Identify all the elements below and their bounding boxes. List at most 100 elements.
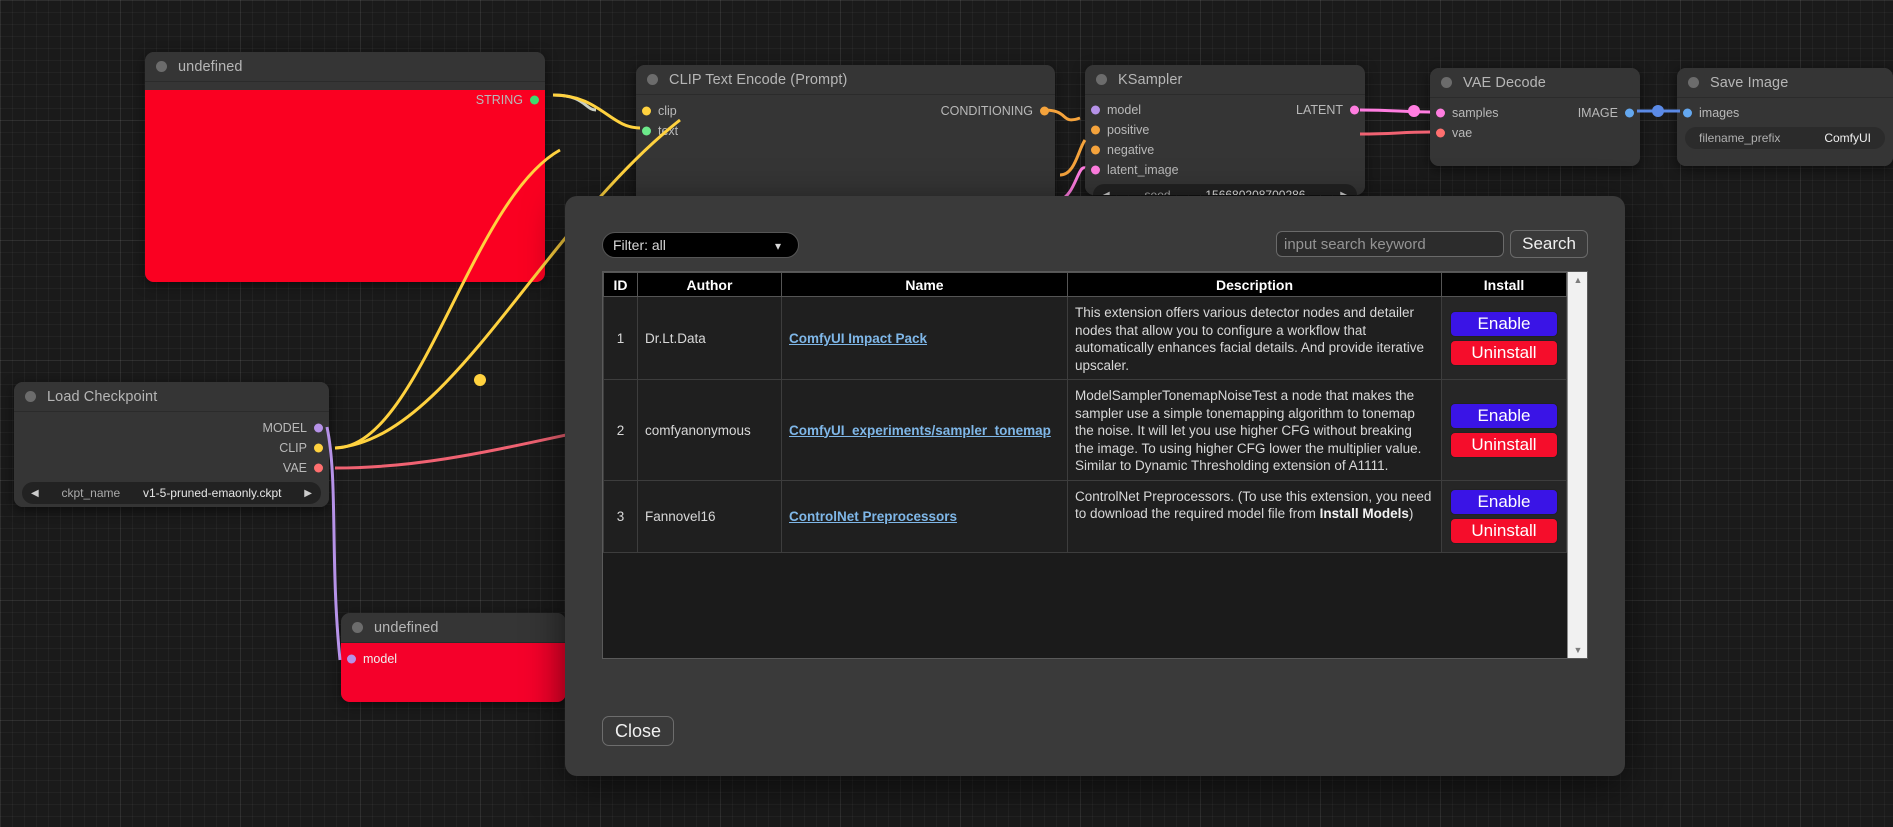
node-output-model[interactable]: MODEL xyxy=(14,418,329,438)
node-input-clip[interactable]: clip xyxy=(636,101,1055,121)
search-button[interactable]: Search xyxy=(1510,230,1588,258)
slot-label: positive xyxy=(1107,123,1150,137)
node-title-bar: undefined xyxy=(341,613,566,643)
port-model[interactable] xyxy=(314,423,323,433)
extension-link[interactable]: ComfyUI_experiments/sampler_tonemap xyxy=(789,422,1051,438)
node-collapse-icon[interactable] xyxy=(25,391,36,402)
node-title-bar: KSampler xyxy=(1085,65,1365,95)
col-header-author: Author xyxy=(637,272,782,297)
widget-label: ckpt_name xyxy=(61,486,121,500)
node-input-text[interactable]: text xyxy=(636,121,1055,141)
col-header-description: Description xyxy=(1067,272,1442,297)
port-model[interactable] xyxy=(347,654,356,664)
enable-button[interactable]: Enable xyxy=(1450,488,1558,515)
filter-select[interactable]: Filter: all Filter: installed Filter: no… xyxy=(602,232,799,258)
port-samples[interactable] xyxy=(1436,108,1445,118)
decrement-icon[interactable]: ◀ xyxy=(1102,189,1110,196)
node-input-vae[interactable]: vae xyxy=(1430,123,1640,143)
widget-label: filename_prefix xyxy=(1699,131,1781,145)
node-input-images[interactable]: images xyxy=(1677,103,1893,123)
description-text-bold: Install Models xyxy=(1319,506,1409,522)
slot-label: negative xyxy=(1107,143,1155,157)
widget-ckpt-name[interactable]: ◀ ckpt_name v1-5-pruned-emaonly.ckpt ▶ xyxy=(22,482,321,504)
node-body: MODEL CLIP VAE ◀ ckpt_name v1-5-pruned-e… xyxy=(14,412,329,507)
node-input-negative[interactable]: negative xyxy=(1085,140,1365,160)
port-image[interactable] xyxy=(1625,108,1634,118)
port-text[interactable] xyxy=(642,126,651,136)
port-clip[interactable] xyxy=(642,106,651,116)
dialog-toolbar: Filter: all Filter: installed Filter: no… xyxy=(602,230,1588,266)
node-body: samples vae IMAGE xyxy=(1430,98,1640,166)
node-save-image[interactable]: Save Image images filename_prefix ComfyU… xyxy=(1677,68,1893,166)
node-collapse-icon[interactable] xyxy=(1688,77,1699,88)
widget-filename-prefix[interactable]: filename_prefix ComfyUI xyxy=(1685,127,1885,149)
port-latent[interactable] xyxy=(1350,105,1359,115)
node-load-checkpoint[interactable]: Load Checkpoint MODEL CLIP VAE ◀ ckpt_na… xyxy=(14,382,329,507)
port-string[interactable] xyxy=(530,95,539,105)
node-collapse-icon[interactable] xyxy=(156,61,167,72)
uninstall-button[interactable]: Uninstall xyxy=(1450,339,1558,366)
slot-label: samples xyxy=(1452,106,1499,120)
enable-button[interactable]: Enable xyxy=(1450,402,1558,429)
extension-table: ID Author Name Description Install 1 Dr.… xyxy=(603,272,1567,553)
widget-value: v1-5-pruned-emaonly.ckpt xyxy=(142,486,282,500)
port-clip[interactable] xyxy=(314,443,323,453)
node-input-latent-image[interactable]: latent_image xyxy=(1085,160,1365,180)
port-positive[interactable] xyxy=(1091,125,1100,135)
node-output-vae[interactable]: VAE xyxy=(14,458,329,478)
port-vae[interactable] xyxy=(314,463,323,473)
node-output-conditioning[interactable]: CONDITIONING xyxy=(636,101,1055,121)
slot-label: CONDITIONING xyxy=(940,104,1033,118)
node-input-model[interactable]: model xyxy=(1085,100,1365,120)
node-output-string[interactable]: STRING xyxy=(145,90,545,110)
node-undefined-model[interactable]: undefined model xyxy=(341,613,566,702)
enable-button[interactable]: Enable xyxy=(1450,310,1558,337)
widget-seed[interactable]: ◀ seed 156680208700286 ▶ xyxy=(1093,184,1357,195)
widget-label: seed xyxy=(1144,188,1171,195)
extension-table-scroll-area[interactable]: ID Author Name Description Install 1 Dr.… xyxy=(603,272,1567,658)
uninstall-button[interactable]: Uninstall xyxy=(1450,517,1558,544)
decrement-icon[interactable]: ◀ xyxy=(31,487,39,499)
port-model[interactable] xyxy=(1091,105,1100,115)
node-collapse-icon[interactable] xyxy=(352,622,363,633)
node-collapse-icon[interactable] xyxy=(1096,74,1107,85)
node-ksampler[interactable]: KSampler model positive negative latent_… xyxy=(1085,65,1365,195)
description-text-pre: ControlNet Preprocessors. (To use this e… xyxy=(1075,488,1432,522)
node-title-text: VAE Decode xyxy=(1463,74,1546,91)
node-body: images filename_prefix ComfyUI xyxy=(1677,98,1893,166)
table-scrollbar[interactable]: ▲ ▼ xyxy=(1567,272,1587,658)
node-output-latent[interactable]: LATENT xyxy=(1085,100,1365,120)
node-title-bar: undefined xyxy=(145,52,545,82)
node-input-model[interactable]: model xyxy=(341,649,566,669)
node-collapse-icon[interactable] xyxy=(647,74,658,85)
extension-table-container: ID Author Name Description Install 1 Dr.… xyxy=(602,271,1588,659)
port-vae[interactable] xyxy=(1436,128,1445,138)
close-button[interactable]: Close xyxy=(602,716,675,746)
port-conditioning[interactable] xyxy=(1040,106,1049,116)
node-title-text: undefined xyxy=(178,58,243,75)
increment-icon[interactable]: ▶ xyxy=(304,487,312,499)
slot-label: images xyxy=(1699,106,1740,120)
increment-icon[interactable]: ▶ xyxy=(1340,189,1348,196)
scroll-down-icon[interactable]: ▼ xyxy=(1573,645,1583,655)
port-negative[interactable] xyxy=(1091,145,1100,155)
node-input-samples[interactable]: samples xyxy=(1430,103,1640,123)
node-vae-decode[interactable]: VAE Decode samples vae IMAGE xyxy=(1430,68,1640,166)
slot-label: text xyxy=(658,124,679,138)
node-output-clip[interactable]: CLIP xyxy=(14,438,329,458)
widget-value: ComfyUI xyxy=(1824,131,1871,145)
port-images[interactable] xyxy=(1683,108,1692,118)
port-latent-image[interactable] xyxy=(1091,165,1100,175)
node-output-image[interactable]: IMAGE xyxy=(1430,103,1640,123)
table-header-row: ID Author Name Description Install xyxy=(603,272,1567,297)
cell-name: ComfyUI_experiments/sampler_tonemap xyxy=(781,379,1068,481)
uninstall-button[interactable]: Uninstall xyxy=(1450,431,1558,458)
extension-link[interactable]: ComfyUI Impact Pack xyxy=(789,330,928,346)
node-input-positive[interactable]: positive xyxy=(1085,120,1365,140)
node-collapse-icon[interactable] xyxy=(1441,77,1452,88)
scroll-up-icon[interactable]: ▲ xyxy=(1573,275,1583,285)
node-undefined-string[interactable]: undefined STRING xyxy=(145,52,545,282)
extension-link[interactable]: ControlNet Preprocessors xyxy=(789,508,958,524)
node-body: model xyxy=(341,643,566,702)
search-input[interactable] xyxy=(1276,231,1504,257)
